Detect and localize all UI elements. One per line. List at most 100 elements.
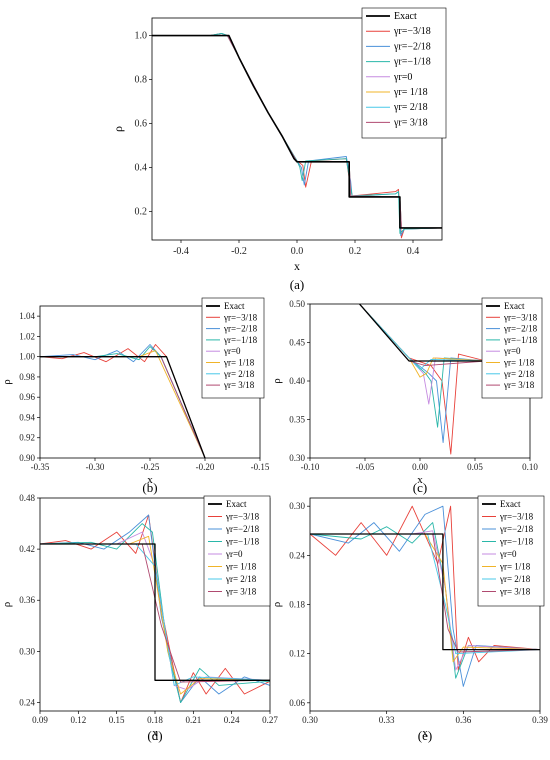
panel-label: (a) bbox=[290, 277, 304, 292]
y-tick-label: 0.94 bbox=[19, 412, 35, 422]
y-tick-label: 0.30 bbox=[289, 453, 305, 463]
legend-entry: γr=−3/18 bbox=[393, 26, 431, 37]
x-axis-label: x bbox=[417, 474, 423, 486]
y-tick-label: 1.02 bbox=[19, 331, 35, 341]
legend-entry: γr=−1/18 bbox=[223, 335, 258, 345]
y-tick-label: 0.4 bbox=[135, 162, 148, 173]
legend-entry: γr= 3/18 bbox=[503, 380, 535, 390]
y-tick-label: 0.6 bbox=[135, 119, 148, 130]
legend-entry: Exact bbox=[394, 11, 417, 22]
plot-area bbox=[310, 505, 540, 687]
legend-entry: γr= 3/18 bbox=[393, 117, 428, 128]
x-tick-label: 0.0 bbox=[291, 246, 304, 257]
series-line-5 bbox=[359, 304, 487, 405]
y-tick-label: 0.45 bbox=[289, 338, 305, 348]
legend-entry: γr=0 bbox=[393, 72, 412, 83]
y-tick-label: 0.96 bbox=[19, 392, 35, 402]
x-tick-label: 0.36 bbox=[455, 715, 471, 725]
x-tick-label: -0.25 bbox=[141, 462, 160, 472]
x-axis-label: x bbox=[147, 474, 153, 486]
legend-entry: γr= 3/18 bbox=[225, 587, 257, 597]
y-tick-label: 0.8 bbox=[135, 75, 148, 86]
x-tick-label: 0.21 bbox=[185, 715, 201, 725]
legend-entry: γr= 3/18 bbox=[499, 587, 531, 597]
legend-entry: γr=−2/18 bbox=[223, 324, 258, 334]
legend-box bbox=[201, 297, 265, 399]
legend-box bbox=[203, 495, 271, 607]
legend-entry: γr=−3/18 bbox=[225, 512, 260, 522]
legend-entry: γr=−2/18 bbox=[503, 324, 538, 334]
series-line-2 bbox=[310, 505, 540, 671]
legend-entry: Exact bbox=[504, 301, 525, 311]
legend-entry: γr=−1/18 bbox=[503, 335, 538, 345]
x-tick-label: 0.09 bbox=[32, 715, 48, 725]
legend-entry: γr= 1/18 bbox=[503, 358, 535, 368]
y-tick-label: 0.35 bbox=[289, 415, 305, 425]
legend-box bbox=[361, 7, 447, 139]
x-tick-label: -0.35 bbox=[31, 462, 50, 472]
panel-label: (b) bbox=[142, 480, 157, 495]
x-axis-label: x bbox=[152, 727, 158, 739]
x-tick-label: -0.4 bbox=[173, 246, 189, 257]
x-tick-label: -0.05 bbox=[356, 462, 375, 472]
plot-area bbox=[40, 514, 270, 703]
chart-panel-3: -0.10 -0.05 0.00 0.05 0.10 0.30 0.35 0.40 0.45 0.… bbox=[271, 297, 543, 495]
y-tick-label: 0.92 bbox=[19, 433, 35, 443]
legend-entry: γr= 2/18 bbox=[223, 369, 255, 379]
x-tick-label: 0.15 bbox=[109, 715, 125, 725]
y-tick-label: 0.48 bbox=[19, 493, 35, 503]
x-axis-label: x bbox=[422, 727, 428, 739]
x-axis-label: x bbox=[294, 259, 300, 273]
panel-label: (c) bbox=[413, 480, 427, 495]
y-axis-label: ρ bbox=[1, 379, 13, 385]
legend-entry: γr= 2/18 bbox=[393, 102, 428, 113]
plot-area bbox=[152, 32, 442, 239]
y-tick-label: 0.30 bbox=[289, 501, 305, 511]
x-tick-label: -0.15 bbox=[251, 462, 270, 472]
x-tick-label: 0.27 bbox=[262, 715, 278, 725]
chart-panel-5: 0.30 0.33 0.36 0.39 0.06 0.12 0.18 0.24 0.30 x ρ (e… bbox=[271, 495, 548, 743]
y-tick-label: 0.40 bbox=[289, 376, 305, 386]
series-line-7 bbox=[40, 356, 206, 458]
series-line-6 bbox=[359, 304, 487, 378]
panel-label: (e) bbox=[418, 728, 432, 743]
y-tick-label: 0.06 bbox=[289, 698, 305, 708]
x-tick-label: -0.30 bbox=[86, 462, 105, 472]
series-line-4 bbox=[40, 346, 206, 458]
x-tick-label: 0.4 bbox=[407, 246, 420, 257]
x-tick-label: 0.2 bbox=[349, 246, 362, 257]
x-tick-label: 0.24 bbox=[224, 715, 240, 725]
legend-entry: γr= 1/18 bbox=[223, 358, 255, 368]
series-line-7 bbox=[359, 304, 487, 370]
legend-entry: Exact bbox=[500, 499, 521, 509]
x-tick-label: -0.20 bbox=[196, 462, 215, 472]
legend-entry: γr=−1/18 bbox=[393, 57, 431, 68]
y-tick-label: 0.90 bbox=[19, 453, 35, 463]
x-tick-label: 0.12 bbox=[70, 715, 86, 725]
legend-box bbox=[481, 297, 543, 399]
legend-entry: γr= 1/18 bbox=[225, 562, 257, 572]
legend-entry: γr=−3/18 bbox=[499, 512, 534, 522]
legend-entry: γr=−3/18 bbox=[503, 312, 538, 322]
series-line-4 bbox=[359, 304, 487, 428]
legend-entry: γr=0 bbox=[503, 346, 521, 356]
series-line-5 bbox=[40, 356, 206, 458]
legend-entry: Exact bbox=[226, 499, 247, 509]
series-line-3 bbox=[40, 514, 270, 703]
x-tick-label: 0.10 bbox=[522, 462, 538, 472]
y-tick-label: 0.36 bbox=[19, 595, 35, 605]
y-tick-label: 1.0 bbox=[135, 31, 148, 42]
y-tick-label: 0.18 bbox=[289, 600, 305, 610]
legend-entry: γr= 1/18 bbox=[499, 562, 531, 572]
y-tick-label: 0.42 bbox=[19, 544, 35, 554]
y-tick-label: 1.04 bbox=[19, 311, 35, 321]
plot-area bbox=[40, 344, 206, 458]
series-line-4 bbox=[310, 522, 540, 679]
legend-entry: γr=−3/18 bbox=[223, 312, 258, 322]
plot-area bbox=[359, 304, 487, 455]
y-axis-label: ρ bbox=[271, 601, 283, 607]
x-tick-label: 0.00 bbox=[412, 462, 428, 472]
chart-panel-2: -0.35 -0.30 -0.25 -0.20 -0.15 0.90 0.92 0.94 0.9… bbox=[1, 297, 270, 495]
